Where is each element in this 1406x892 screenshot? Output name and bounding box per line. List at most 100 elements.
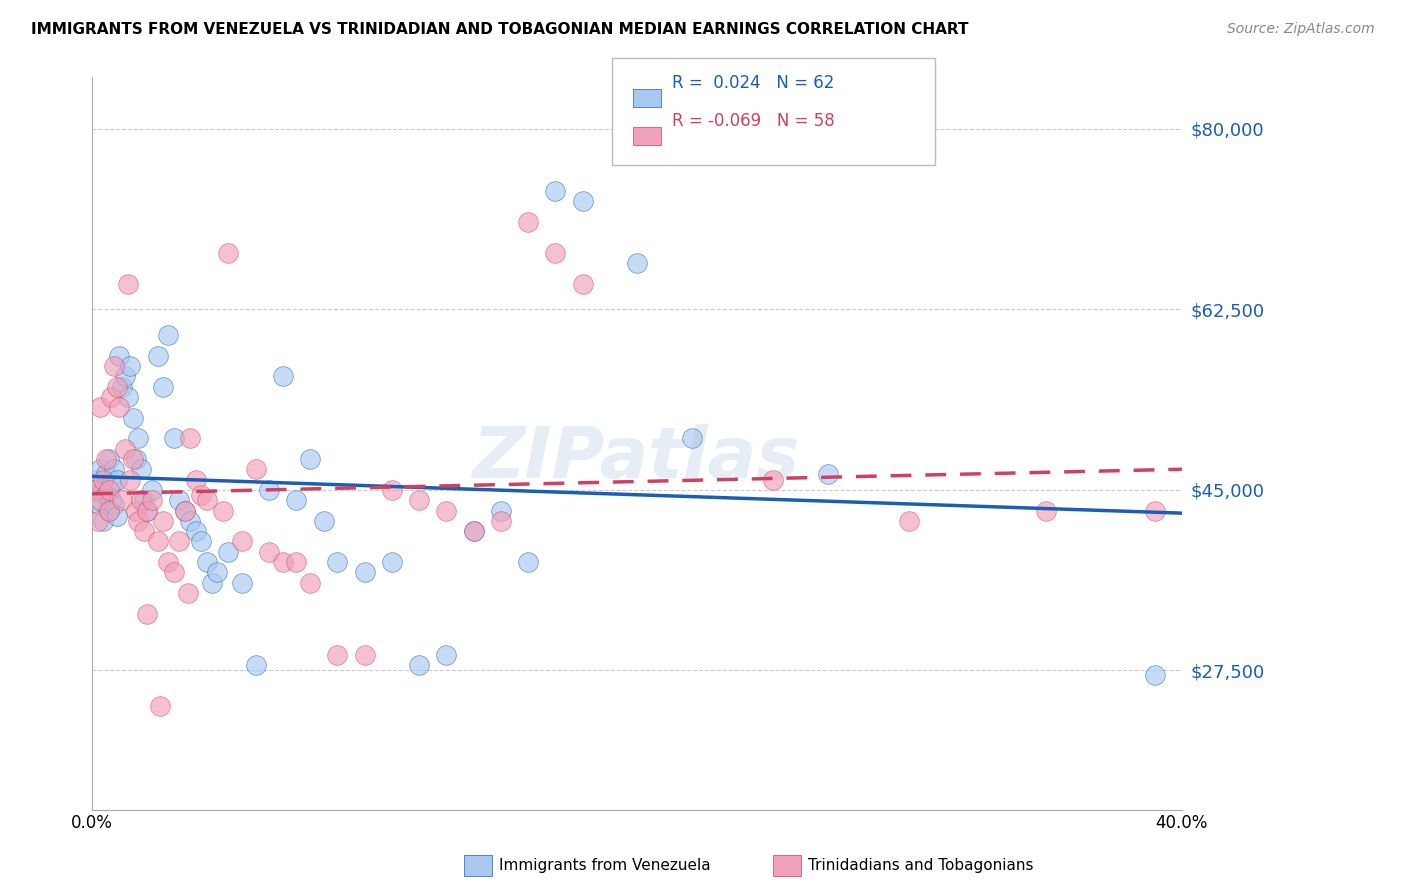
- Point: [97, 503, 120, 517]
- Point: [207, 566, 229, 580]
- Point: [111, 493, 134, 508]
- Point: [489, 514, 512, 528]
- Point: [517, 555, 540, 569]
- Point: [285, 493, 308, 508]
- Text: Trinidadians and Tobagonians: Trinidadians and Tobagonians: [808, 858, 1033, 872]
- Point: [91, 483, 114, 497]
- Point: [898, 514, 921, 528]
- Point: [117, 390, 139, 404]
- Point: [245, 658, 267, 673]
- Point: [169, 534, 191, 549]
- Point: [381, 555, 404, 569]
- Point: [97, 452, 120, 467]
- Point: [626, 256, 648, 270]
- Text: R = -0.069   N = 58: R = -0.069 N = 58: [672, 112, 835, 130]
- Point: [212, 503, 235, 517]
- Point: [285, 555, 308, 569]
- Point: [762, 473, 785, 487]
- Point: [152, 380, 174, 394]
- Point: [97, 503, 120, 517]
- Point: [105, 380, 128, 394]
- Point: [326, 555, 349, 569]
- Point: [463, 524, 485, 538]
- Point: [381, 483, 404, 497]
- Point: [89, 401, 111, 415]
- Point: [1143, 668, 1166, 682]
- Point: [149, 699, 172, 714]
- Text: Immigrants from Venezuela: Immigrants from Venezuela: [499, 858, 711, 872]
- Point: [408, 658, 430, 673]
- Point: [100, 493, 122, 508]
- Point: [141, 493, 163, 508]
- Point: [271, 555, 294, 569]
- Point: [173, 503, 195, 517]
- Point: [100, 390, 122, 404]
- Point: [127, 431, 149, 445]
- Point: [231, 575, 253, 590]
- Point: [201, 575, 224, 590]
- Point: [408, 493, 430, 508]
- Point: [463, 524, 485, 538]
- Point: [299, 452, 322, 467]
- Point: [135, 503, 157, 517]
- Point: [89, 462, 111, 476]
- Point: [163, 431, 186, 445]
- Point: [259, 545, 281, 559]
- Point: [129, 462, 152, 476]
- Text: ZIPatlas: ZIPatlas: [474, 424, 800, 492]
- Point: [94, 488, 117, 502]
- Point: [326, 648, 349, 662]
- Point: [94, 452, 117, 467]
- Point: [132, 493, 155, 508]
- Point: [434, 503, 457, 517]
- Point: [83, 473, 105, 487]
- Point: [190, 534, 212, 549]
- Point: [817, 467, 839, 482]
- Point: [184, 473, 207, 487]
- Point: [245, 462, 267, 476]
- Point: [86, 514, 108, 528]
- Text: R =  0.024   N = 62: R = 0.024 N = 62: [672, 74, 834, 92]
- Point: [146, 349, 169, 363]
- Point: [681, 431, 703, 445]
- Point: [517, 215, 540, 229]
- Point: [120, 473, 142, 487]
- Point: [94, 467, 117, 482]
- Point: [312, 514, 335, 528]
- Point: [108, 349, 131, 363]
- Point: [135, 503, 157, 517]
- Point: [179, 431, 201, 445]
- Point: [100, 477, 122, 491]
- Point: [114, 369, 136, 384]
- Point: [114, 442, 136, 456]
- Point: [157, 328, 180, 343]
- Point: [146, 534, 169, 549]
- Point: [1143, 503, 1166, 517]
- Point: [83, 483, 105, 497]
- Point: [353, 648, 375, 662]
- Point: [184, 524, 207, 538]
- Point: [105, 508, 128, 523]
- Point: [176, 586, 198, 600]
- Point: [571, 277, 593, 291]
- Point: [125, 503, 148, 517]
- Point: [195, 555, 218, 569]
- Point: [217, 545, 239, 559]
- Point: [152, 514, 174, 528]
- Point: [544, 184, 567, 198]
- Point: [89, 493, 111, 508]
- Point: [105, 473, 128, 487]
- Point: [173, 503, 195, 517]
- Point: [86, 493, 108, 508]
- Point: [132, 524, 155, 538]
- Text: IMMIGRANTS FROM VENEZUELA VS TRINIDADIAN AND TOBAGONIAN MEDIAN EARNINGS CORRELAT: IMMIGRANTS FROM VENEZUELA VS TRINIDADIAN…: [31, 22, 969, 37]
- Point: [544, 245, 567, 260]
- Point: [129, 493, 152, 508]
- Point: [489, 503, 512, 517]
- Point: [117, 277, 139, 291]
- Point: [195, 493, 218, 508]
- Point: [169, 493, 191, 508]
- Point: [127, 514, 149, 528]
- Point: [179, 514, 201, 528]
- Point: [97, 483, 120, 497]
